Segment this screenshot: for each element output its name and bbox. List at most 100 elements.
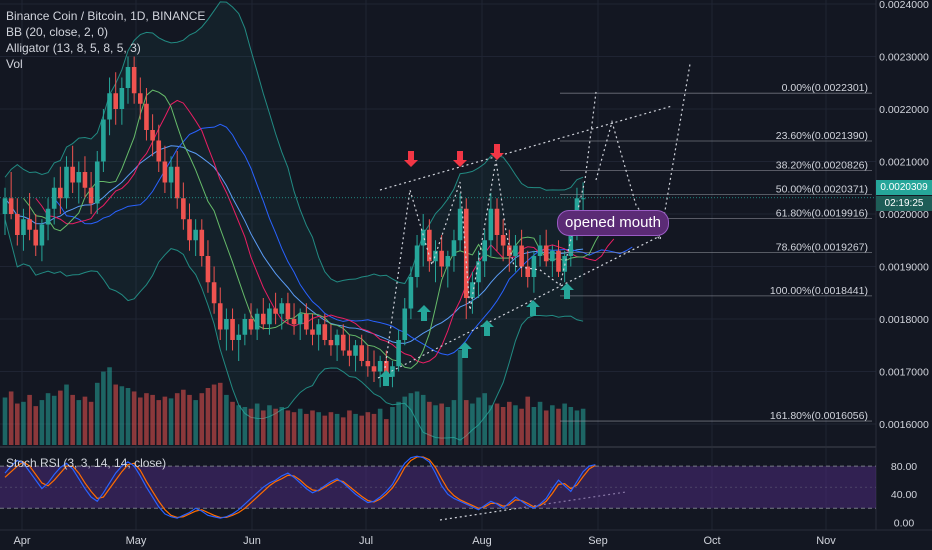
volume-bar xyxy=(254,403,260,445)
time-tick-label: Aug xyxy=(472,535,492,547)
volume-bar xyxy=(273,408,278,445)
price-tick-label: 0.0021000 xyxy=(879,157,929,169)
volume-bar xyxy=(408,393,414,445)
candle-body xyxy=(236,334,241,340)
chart-legend: Binance Coin / Bitcoin, 1D, BINANCE BB (… xyxy=(6,8,205,72)
time-tick-label: May xyxy=(126,535,147,547)
down-arrow xyxy=(453,151,467,167)
volume-bar xyxy=(371,413,377,445)
symbol-title[interactable]: Binance Coin / Bitcoin, 1D, BINANCE xyxy=(6,9,206,23)
volume-bar xyxy=(21,401,26,445)
up-arrow xyxy=(526,300,540,316)
volume-bar xyxy=(365,412,371,445)
volume-bar xyxy=(242,407,248,445)
volume-bar xyxy=(51,395,57,445)
candle-body xyxy=(2,198,8,214)
candle-body xyxy=(187,219,192,241)
volume-bar xyxy=(574,410,580,445)
candle-body xyxy=(279,303,285,314)
candle-body xyxy=(340,334,346,351)
candle-body xyxy=(328,340,334,346)
stoch-rsi-label[interactable]: Stoch RSI (3, 3, 14, 14, close) xyxy=(6,456,167,470)
volume-bar xyxy=(353,413,358,445)
candle-body xyxy=(217,303,223,330)
candle-body xyxy=(254,313,260,330)
candle-body xyxy=(107,93,112,120)
candle-body xyxy=(408,277,414,309)
candle-body xyxy=(353,345,358,356)
candle-body xyxy=(101,119,106,162)
stoch-rsi-pane: 80.00 40.00 0.00 xyxy=(0,455,917,529)
time-tick-label: Jun xyxy=(243,535,261,547)
volume-bar xyxy=(500,407,506,445)
time-axis[interactable]: Apr May Jun Jul Aug Sep Oct Nov xyxy=(0,529,932,547)
current-price-tag: 0.0020309 xyxy=(876,180,932,195)
volume-bar xyxy=(131,391,137,445)
candle-body xyxy=(58,187,63,199)
volume-bar xyxy=(340,417,346,445)
volume-bar xyxy=(322,415,328,445)
candle-body xyxy=(199,229,205,256)
candlesticks xyxy=(2,56,586,388)
stoch-tick-label: 80.00 xyxy=(891,461,917,473)
fib-label: 38.20%(0.0020826) xyxy=(776,160,868,172)
price-tick-label: 0.0020000 xyxy=(879,209,929,221)
volume-bar xyxy=(285,410,291,445)
fib-label: 78.60%(0.0019267) xyxy=(776,241,868,253)
volume-bar xyxy=(205,388,211,445)
volume-bar xyxy=(138,397,143,445)
alligator-indicator-label[interactable]: Alligator (13, 8, 5, 8, 5, 3) xyxy=(6,41,141,55)
up-arrow xyxy=(480,320,494,336)
candle-body xyxy=(125,67,131,88)
price-tick-label: 0.0018000 xyxy=(879,314,929,326)
price-axis[interactable]: 0.0024000 0.0023000 0.0022000 0.0021000 0.00… xyxy=(879,0,929,431)
candle-body xyxy=(304,313,309,330)
bb-indicator-label[interactable]: BB (20, close, 2, 0) xyxy=(6,25,109,39)
volume-bar xyxy=(420,394,426,445)
candle-body xyxy=(482,240,487,262)
candle-body xyxy=(267,308,272,325)
candle-body xyxy=(224,319,229,330)
volume-bar xyxy=(236,405,241,445)
volume-bar xyxy=(211,384,217,445)
candle-body xyxy=(248,319,254,330)
volume-bar xyxy=(507,401,512,445)
volume-bar xyxy=(187,394,192,445)
candle-body xyxy=(119,88,125,109)
volume-bar xyxy=(33,406,39,445)
candle-body xyxy=(150,130,155,141)
candle-body xyxy=(273,308,278,314)
candle-body xyxy=(144,103,149,130)
volume-bar xyxy=(217,382,223,445)
volume-bar xyxy=(297,408,303,445)
candle-body xyxy=(500,235,506,246)
candle-body xyxy=(70,166,75,183)
candle-body xyxy=(359,345,364,361)
price-tick-label: 0.0019000 xyxy=(879,262,929,274)
stoch-tick-label: 40.00 xyxy=(891,489,917,501)
candle-body xyxy=(550,250,555,262)
candle-body xyxy=(310,329,315,335)
volume-bar xyxy=(64,384,69,445)
candle-body xyxy=(181,198,186,220)
volume-indicator-label[interactable]: Vol xyxy=(6,57,23,71)
candle-body xyxy=(230,319,235,340)
price-tick-label: 0.0017000 xyxy=(879,367,929,379)
volume-bar xyxy=(494,403,500,445)
price-tick-label: 0.0023000 xyxy=(879,52,929,64)
stoch-d-line xyxy=(4,456,596,519)
volume-bar xyxy=(113,384,118,445)
opened-mouth-annotation[interactable]: opened mouth xyxy=(557,210,669,236)
volume-bar xyxy=(144,393,149,445)
volume-bar xyxy=(162,396,168,445)
candle-body xyxy=(414,245,420,277)
volume-bar xyxy=(199,393,205,445)
volume-bar xyxy=(45,393,51,445)
fib-label: 161.80%(0.0016056) xyxy=(770,410,868,422)
volume-bars xyxy=(2,350,586,445)
volume-bar xyxy=(433,405,438,445)
candle-body xyxy=(420,229,426,246)
volume-bar xyxy=(488,405,494,445)
volume-bar xyxy=(390,407,395,445)
